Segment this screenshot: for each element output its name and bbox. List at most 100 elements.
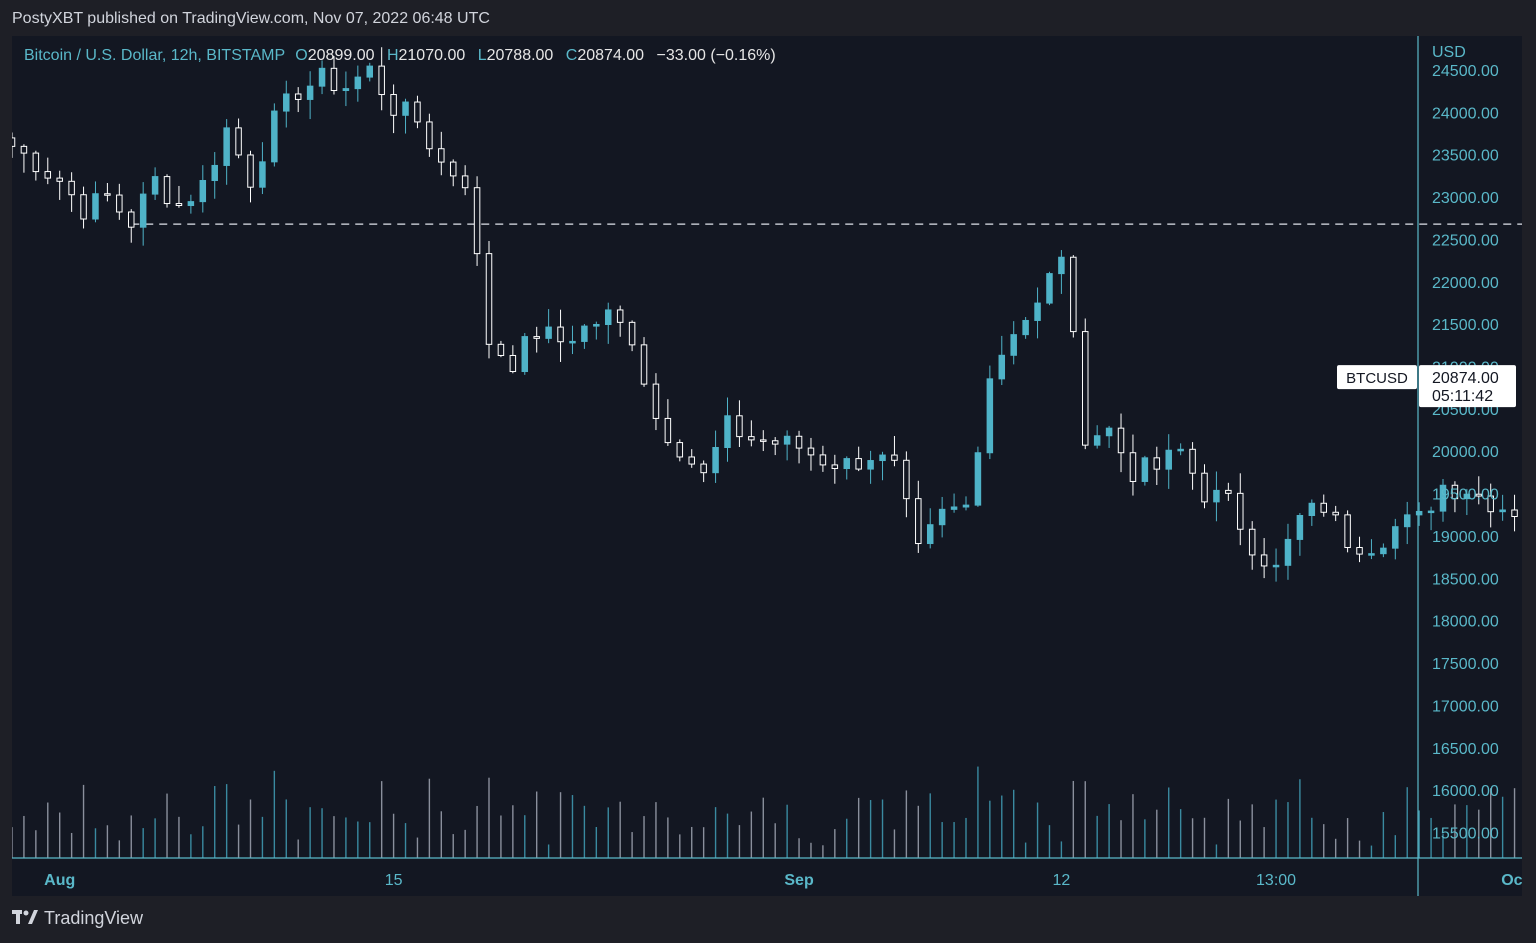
candle-body [1392,526,1399,549]
candle-body [44,171,52,179]
candle-body [199,180,207,203]
candle-body [521,336,529,373]
candle-body [259,161,266,188]
candle-body [593,324,600,327]
close-label: C [565,47,578,64]
open-value: 20899.00 [307,47,375,64]
candle-body [760,439,767,442]
candle-body [1427,510,1435,514]
candle-body [545,326,552,339]
candle-body [473,187,481,255]
candle-body [438,148,445,163]
footer-branding[interactable]: TradingView [12,908,143,929]
candle-body [1439,484,1447,512]
candle-body [855,458,862,470]
candle-body [831,464,839,470]
candle-body [724,415,731,449]
candle-body [1165,449,1172,470]
candle-body [235,127,242,156]
high-value: 21070.00 [398,47,466,64]
candle-body [1368,553,1375,556]
candle-body [1415,510,1423,516]
candle-body [318,67,326,87]
currency-label[interactable]: USD [1432,44,1466,61]
y-tick-label: 21500.00 [1432,317,1499,334]
y-tick-label: 19500.00 [1432,487,1499,504]
candle-body [867,460,874,470]
candle-body [771,440,779,445]
y-tick-label: 17500.00 [1432,656,1499,673]
candle-body [819,454,827,466]
publish-attribution: PostyXBT published on TradingView.com, N… [12,10,490,27]
candle-body [1260,554,1268,567]
candle-body [187,201,195,207]
candle-body [354,76,362,90]
candle-body [926,524,934,545]
y-tick-label: 16500.00 [1432,741,1499,758]
candle-body [962,504,970,508]
candle-body [557,326,564,343]
candle-body [915,498,922,545]
candle-body [485,253,493,345]
candle-body [1058,256,1065,275]
candle-body [92,193,99,220]
candle-body [1010,334,1017,356]
candle-body [616,309,624,323]
candle-body [1153,457,1161,470]
candle-body [163,176,171,205]
candle-body [1248,528,1256,556]
candle-body [378,65,385,96]
candle-body [294,93,302,100]
candle-body [569,340,576,344]
candle-body [426,121,433,150]
candle-body [1237,492,1244,530]
candle-body [12,137,16,147]
candle-body [20,145,28,154]
candle-body [80,194,87,220]
candle-body [1463,493,1471,500]
y-tick-label: 23500.00 [1432,148,1499,165]
candle-body [605,309,612,326]
candle-body [1272,564,1280,568]
candle-body [1141,457,1149,482]
price-tag [1419,365,1516,408]
candle-body [390,94,397,116]
y-axis-ticks: 24500.00 24000.00 23500.00 23000.00 22500.00… [1432,63,1499,843]
candle-body [1356,547,1363,555]
candle-body [1487,495,1494,513]
candle-body [998,354,1006,380]
candle-body [938,508,946,526]
candle-body [736,415,743,438]
candle-body [414,101,421,123]
candle-body [32,152,40,173]
support-resistance-levels [131,223,1522,225]
candle-body [891,454,898,461]
y-tick-label: 16000.00 [1432,783,1499,800]
candle-body [1201,472,1208,503]
price-chart[interactable]: 24500.00 24000.00 23500.00 23000.00 22500.00… [12,36,1522,896]
volume-bars [12,766,1516,858]
candle-body [1070,256,1077,333]
candle-body [1344,514,1351,549]
candle-body [1451,484,1459,500]
symbol-title[interactable]: Bitcoin / U.S. Dollar, 12h, BITSTAMP [24,47,285,64]
candle-body [247,154,254,188]
x-tick-label: Aug [44,872,75,889]
candle-body [1177,448,1184,452]
candle-body [843,458,850,470]
candle-body [1332,511,1339,516]
candle-body [879,454,886,462]
chart-panel[interactable]: 24500.00 24000.00 23500.00 23000.00 22500.00… [12,36,1522,896]
candle-body [664,417,672,444]
y-tick-label: 24000.00 [1432,105,1499,122]
candle-body [903,459,910,500]
y-tick-label: 22000.00 [1432,275,1499,292]
candle-body [175,203,183,207]
candle-body [652,383,660,419]
candle-body [271,110,278,163]
x-tick-label: 12 [1053,872,1071,889]
candle-body [581,325,588,342]
candle-body [366,65,373,78]
